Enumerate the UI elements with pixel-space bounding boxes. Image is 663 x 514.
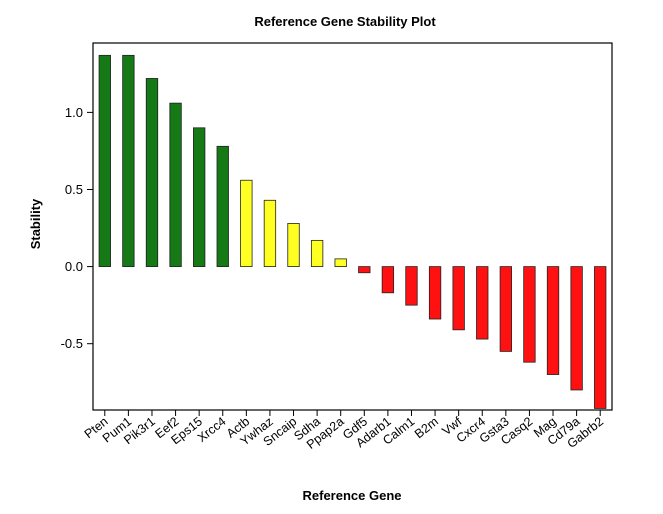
bar-gdf5 [358,266,371,274]
bar-gabrb2 [594,266,607,409]
bar-mag [546,266,560,375]
x-axis-label: Reference Gene [303,488,402,503]
bar-casq2 [523,266,536,363]
y-tick-label: 1.0 [65,105,83,120]
bar-sncaip [287,223,300,267]
bar-actb [240,179,253,267]
plot-frame [92,42,613,411]
plot-area: -0.50.00.51.0PtenPum1Pik3r1Eef2Eps15Xrcc… [61,42,613,452]
bar-pik3r1 [145,78,159,267]
chart-title: Reference Gene Stability Plot [254,14,436,29]
y-axis-label: Stability [28,198,43,249]
bar-pten [98,54,111,267]
y-tick-label: -0.5 [61,336,83,351]
y-tick-label: 0.5 [65,182,83,197]
bar-ywhaz [263,199,277,267]
bar-calm1 [405,266,418,306]
bar-cd79a [570,266,583,391]
bar-cxcr4 [476,266,489,340]
bar-xrcc4 [216,145,229,267]
bar-b2m [428,266,442,320]
bar-gsta3 [499,266,512,352]
bar-eps15 [193,127,206,267]
bar-vwf [452,266,465,331]
y-tick-label: 0.0 [65,259,83,274]
bar-sdha [310,239,324,267]
bar-pum1 [122,54,135,267]
bar-eef2 [169,102,182,267]
bar-adarb1 [381,266,395,294]
bar-ppap2a [334,258,347,267]
x-tick-label: B2m [412,414,441,441]
